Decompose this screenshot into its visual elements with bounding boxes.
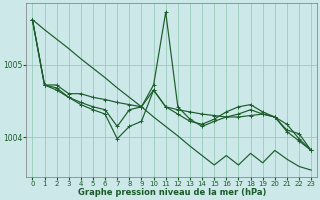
X-axis label: Graphe pression niveau de la mer (hPa): Graphe pression niveau de la mer (hPa) [77,188,266,197]
